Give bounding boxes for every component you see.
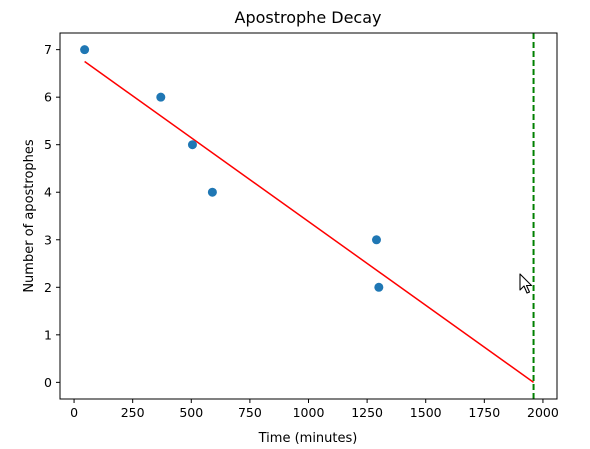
data-point	[156, 92, 166, 102]
x-tick-label: 750	[238, 405, 262, 420]
y-tick-label: 5	[44, 137, 52, 152]
y-tick-label: 1	[44, 327, 52, 342]
data-point	[374, 282, 384, 292]
data-point	[187, 140, 197, 150]
x-tick-label: 0	[70, 405, 78, 420]
data-point	[207, 187, 217, 197]
y-tick-label: 3	[44, 232, 52, 247]
x-axis: 0 250 500 750 1000 1250 1500 1750 2000	[70, 399, 559, 420]
data-point	[80, 45, 90, 55]
y-axis-label: Number of apostrophes	[22, 139, 37, 293]
plot-area	[80, 33, 535, 399]
x-tick-label: 500	[179, 405, 203, 420]
plot-frame	[59, 32, 558, 400]
chart-title: Apostrophe Decay	[235, 8, 382, 27]
mouse-pointer-icon	[519, 273, 533, 294]
y-tick-label: 2	[44, 280, 52, 295]
y-tick-label: 7	[44, 42, 52, 57]
x-tick-label: 1750	[468, 405, 500, 420]
y-tick-label: 6	[44, 90, 52, 105]
data-point	[371, 235, 381, 245]
x-axis-label: Time (minutes)	[258, 431, 358, 446]
y-tick-label: 4	[44, 185, 52, 200]
fit-line	[84, 60, 534, 383]
x-tick-label: 1250	[351, 405, 383, 420]
x-tick-label: 250	[121, 405, 145, 420]
x-tick-label: 1500	[410, 405, 442, 420]
x-tick-label: 1000	[293, 405, 325, 420]
y-tick-label: 0	[44, 375, 52, 390]
y-axis: 0 1 2 3 4 5 6 7	[44, 42, 60, 390]
x-tick-label: 2000	[527, 405, 559, 420]
